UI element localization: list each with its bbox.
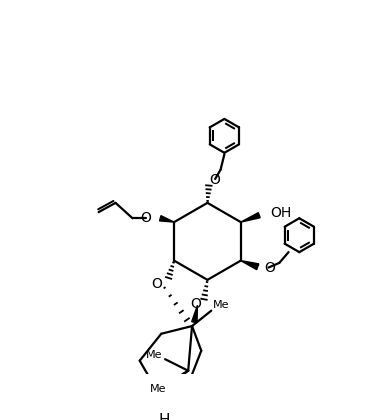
Text: O: O xyxy=(140,211,151,225)
Text: OH: OH xyxy=(270,206,291,220)
Text: O: O xyxy=(151,277,162,291)
Text: O: O xyxy=(264,261,275,276)
Polygon shape xyxy=(159,215,174,222)
Text: Me: Me xyxy=(146,350,163,360)
Text: Me: Me xyxy=(150,384,166,394)
Text: H: H xyxy=(159,413,170,420)
Polygon shape xyxy=(241,260,259,270)
Polygon shape xyxy=(241,213,260,222)
Text: O: O xyxy=(209,173,220,187)
Polygon shape xyxy=(192,305,198,323)
Text: O: O xyxy=(191,297,202,311)
Text: Me: Me xyxy=(213,300,230,310)
